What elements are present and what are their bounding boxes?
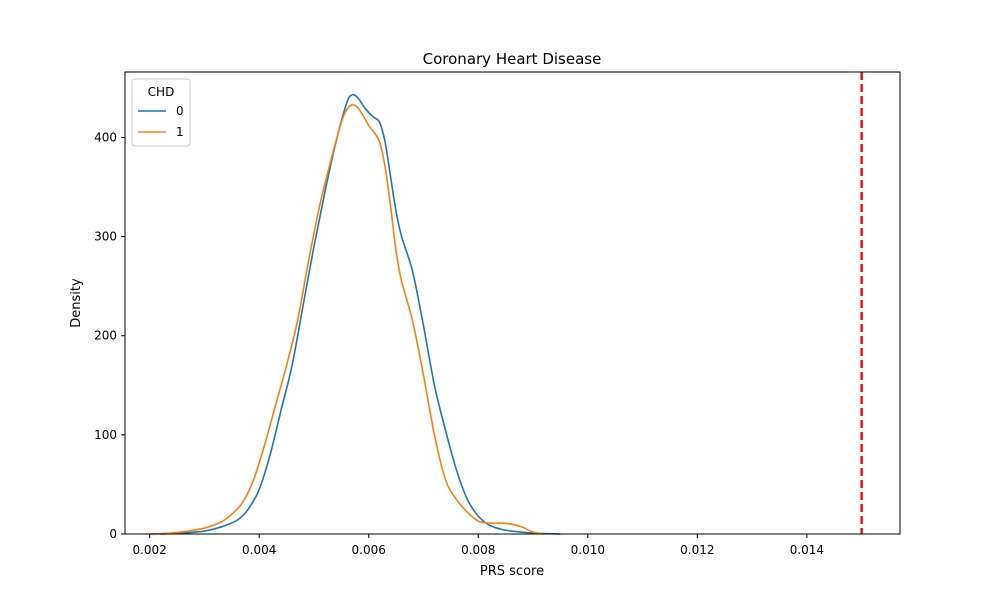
x-tick-label: 0.004	[242, 543, 276, 557]
x-tick-label: 0.010	[571, 543, 605, 557]
x-tick-label: 0.012	[680, 543, 714, 557]
y-tick-label: 200	[94, 329, 117, 343]
y-tick-label: 400	[94, 130, 117, 144]
y-tick-label: 300	[94, 230, 117, 244]
legend-title: CHD	[148, 85, 175, 99]
legend-label-chd-1: 1	[176, 125, 184, 139]
y-tick-label: 0	[109, 527, 117, 541]
plot-frame	[124, 71, 901, 535]
series-line-chd-1	[149, 103, 545, 535]
series-line-chd-0	[160, 93, 561, 535]
y-tick-label: 100	[94, 428, 117, 442]
x-axis-label: PRS score	[480, 564, 544, 579]
legend-box	[131, 78, 191, 147]
y-axis-label: Density	[69, 278, 84, 328]
x-tick-label: 0.002	[132, 543, 166, 557]
legend-label-chd-0: 0	[176, 104, 184, 118]
x-tick-label: 0.014	[790, 543, 824, 557]
x-tick-label: 0.006	[352, 543, 386, 557]
chart-title: Coronary Heart Disease	[423, 50, 602, 68]
x-tick-label: 0.008	[461, 543, 495, 557]
